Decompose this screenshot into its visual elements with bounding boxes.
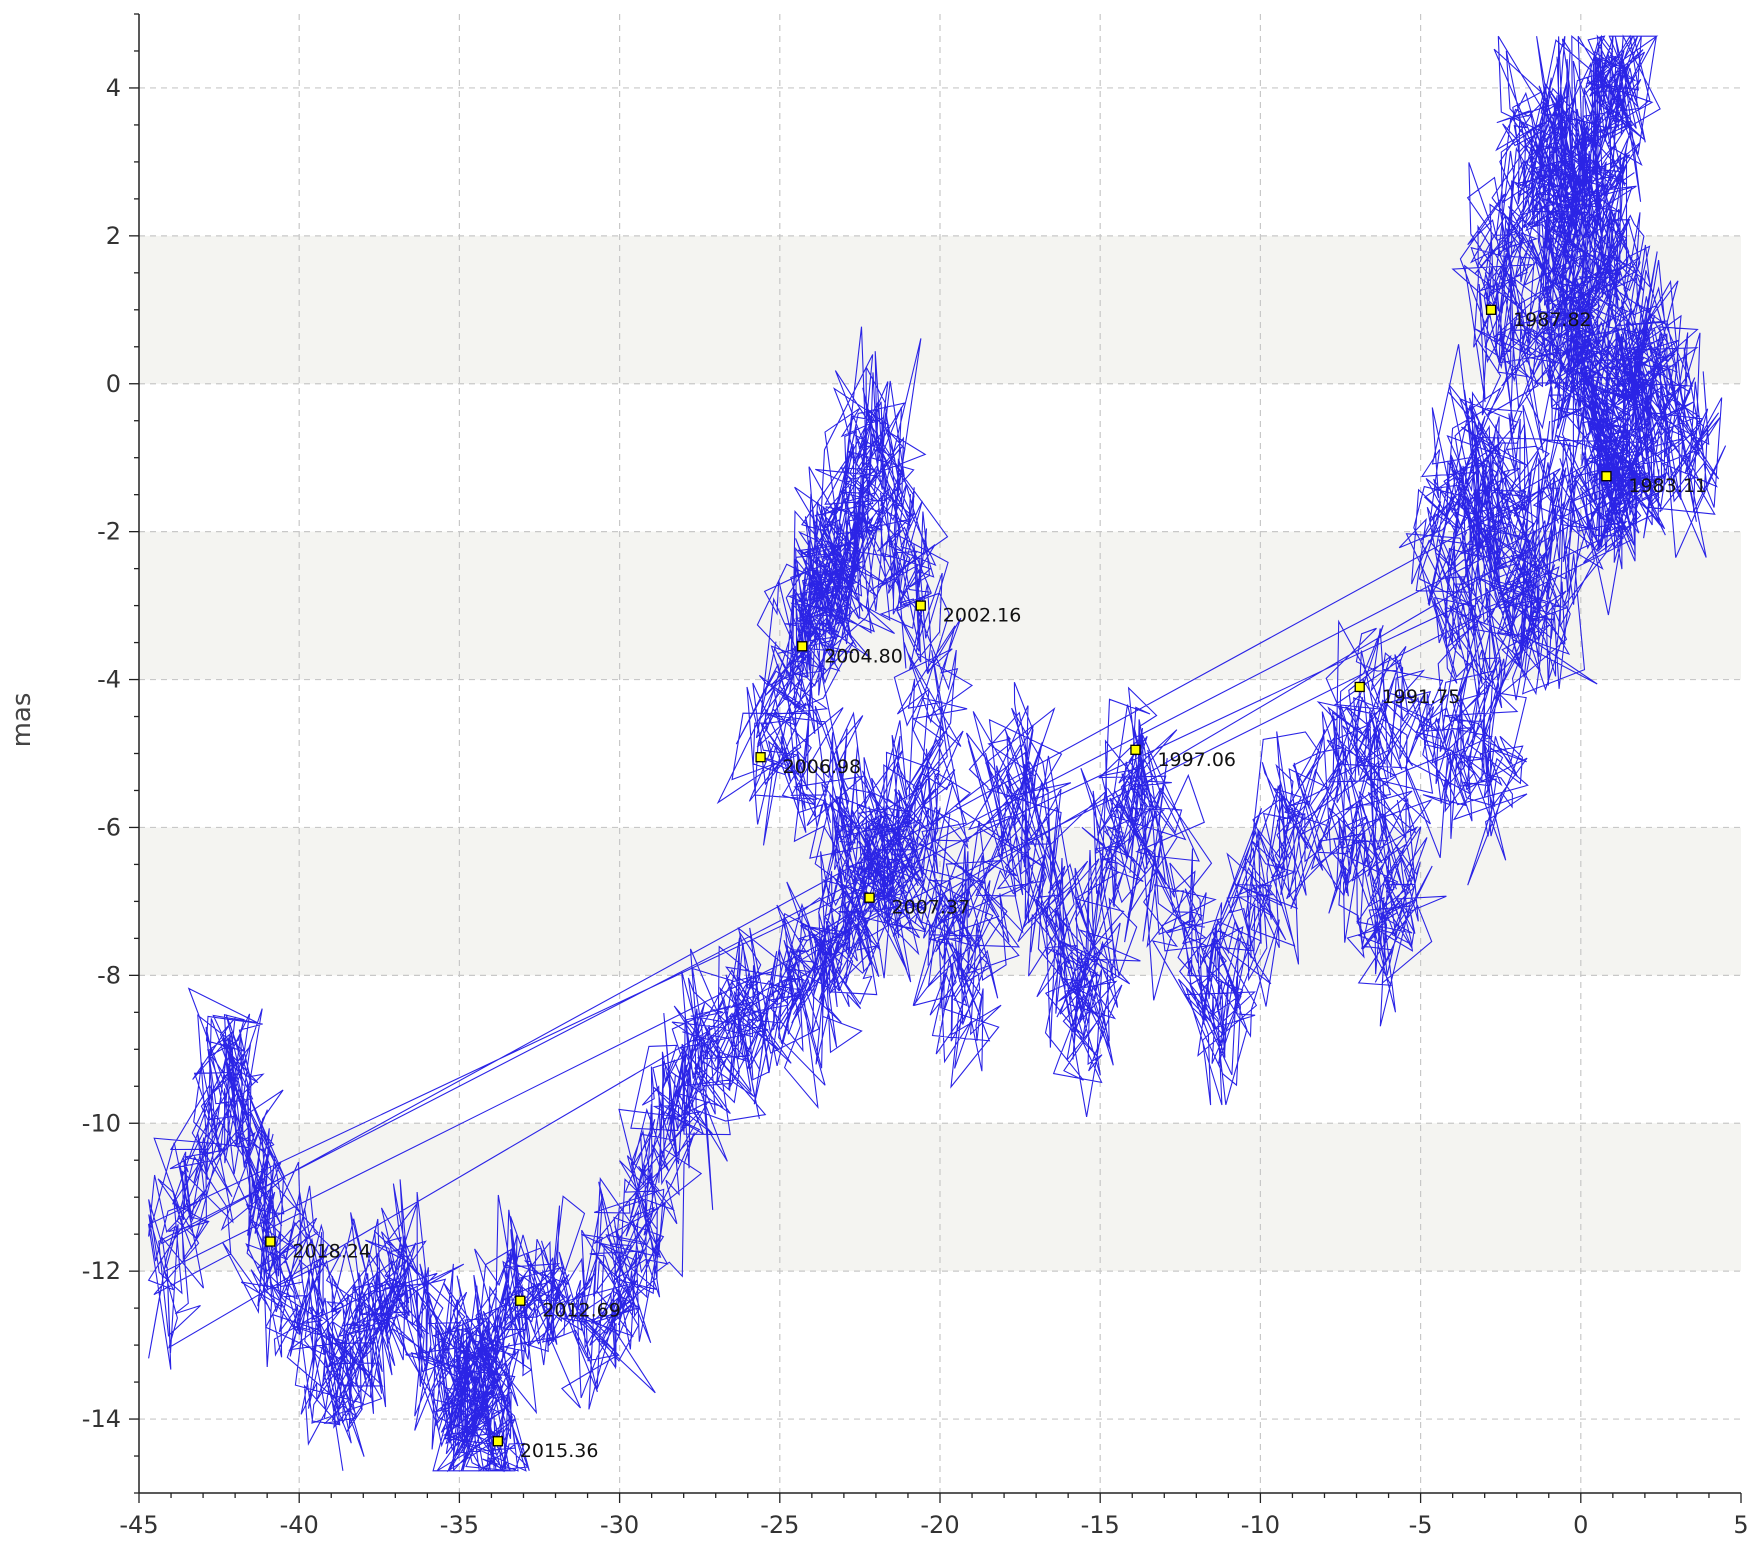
epoch-markers [265, 304, 1612, 1447]
x-tick-label: -40 [280, 1511, 319, 1539]
y-tick-label: -6 [97, 813, 121, 841]
axes: -45 -40 -35 -30 -25 -20 -15 -10 -5 0 5-14-12-10-8-… [82, 13, 1749, 1539]
y-tick-label: 0 [106, 370, 121, 398]
x-tick-label: -10 [1241, 1511, 1280, 1539]
y-tick-label: -2 [97, 518, 121, 546]
trajectory-line [147, 34, 1727, 1473]
y-axis-title: mas [7, 693, 37, 748]
epoch-label: 1991.75 [1382, 686, 1461, 708]
x-tick-label: 0 [1573, 1511, 1588, 1539]
epoch-marker [755, 752, 766, 763]
epoch-labels: 1983.11 1987.82 1991.75 1997.06 2002.16 2004.… [292, 309, 1707, 1462]
epoch-label: 2007.37 [892, 897, 971, 919]
y-tick-label: 2 [106, 222, 121, 250]
x-tick-label: -30 [600, 1511, 639, 1539]
y-tick-label: -4 [97, 666, 121, 694]
epoch-marker [1601, 471, 1612, 482]
epoch-marker [492, 1436, 503, 1447]
trajectory-series [147, 34, 1727, 1473]
epoch-marker [1485, 304, 1497, 315]
epoch-marker [797, 641, 808, 652]
epoch-label: 2006.98 [783, 756, 862, 778]
epoch-label: 1997.06 [1157, 749, 1236, 771]
y-tick-label: -12 [82, 1257, 121, 1285]
epoch-marker [265, 1236, 276, 1247]
epoch-marker [915, 600, 926, 611]
epoch-marker [1130, 744, 1141, 755]
y-tick-label: -10 [82, 1109, 121, 1137]
x-tick-label: -35 [440, 1511, 479, 1539]
x-tick-label: -15 [1081, 1511, 1120, 1539]
y-tick-label: 4 [106, 74, 121, 102]
x-tick-label: 5 [1733, 1511, 1748, 1539]
epoch-label: 1987.82 [1513, 309, 1592, 331]
y-tick-label: -8 [97, 961, 121, 989]
epoch-label: 2004.80 [824, 645, 903, 667]
epoch-label: 2012.69 [542, 1300, 621, 1322]
epoch-marker [515, 1295, 526, 1306]
epoch-label: 1983.11 [1628, 475, 1707, 497]
epoch-label: 2002.16 [943, 605, 1022, 627]
x-tick-label: -25 [760, 1511, 799, 1539]
epoch-marker [864, 892, 875, 903]
x-tick-label: -45 [119, 1511, 158, 1539]
epoch-label: 2018.24 [292, 1241, 371, 1263]
x-tick-label: -20 [920, 1511, 959, 1539]
epoch-label: 2015.36 [520, 1440, 599, 1462]
y-tick-label: -14 [82, 1405, 121, 1433]
epoch-marker [1354, 681, 1365, 693]
x-tick-label: -5 [1409, 1511, 1433, 1539]
